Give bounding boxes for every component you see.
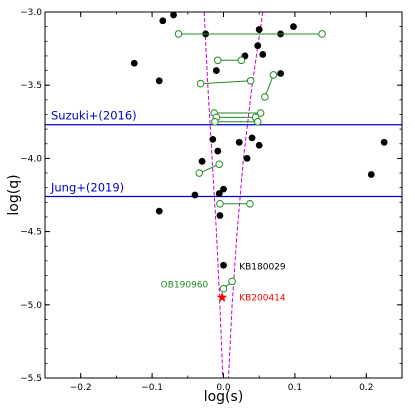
data-point bbox=[214, 147, 222, 155]
data-point bbox=[254, 42, 262, 50]
open-data-point bbox=[253, 118, 262, 126]
data-point bbox=[380, 138, 388, 146]
reference-line-label: Jung+(2019) bbox=[50, 180, 124, 194]
data-point bbox=[277, 70, 285, 77]
data-point bbox=[198, 157, 206, 165]
y-tick-label: −5.5 bbox=[20, 374, 42, 384]
data-point bbox=[255, 141, 263, 149]
open-data-point bbox=[261, 93, 269, 101]
plot-layer bbox=[45, 12, 402, 378]
open-data-point bbox=[318, 30, 326, 38]
annotation-layer: Suzuki+(2016) Jung+(2019) KB180029 OB190960… bbox=[50, 109, 286, 304]
reference-line-label: Suzuki+(2016) bbox=[51, 109, 137, 123]
data-point bbox=[155, 77, 163, 85]
data-point bbox=[259, 51, 267, 58]
open-data-point bbox=[213, 56, 222, 65]
open-data-point bbox=[195, 169, 204, 177]
degenerate-solution-link bbox=[264, 74, 274, 98]
data-point bbox=[130, 59, 138, 67]
open-data-point bbox=[211, 118, 219, 126]
degenerate-solution-link bbox=[200, 80, 251, 85]
x-tick-label: −0.1 bbox=[141, 383, 163, 393]
y-tick-label: −3.5 bbox=[20, 81, 42, 91]
y-tick-label: −4.0 bbox=[20, 154, 42, 164]
data-point bbox=[159, 17, 167, 25]
x-tick-label: 0.1 bbox=[288, 383, 302, 393]
open-data-point bbox=[174, 30, 183, 38]
data-point bbox=[290, 23, 297, 31]
open-data-point bbox=[228, 277, 236, 286]
open-data-point bbox=[237, 56, 246, 65]
star-marker bbox=[216, 292, 228, 302]
data-point bbox=[255, 26, 263, 33]
y-tick-label: −3.0 bbox=[20, 8, 42, 18]
data-point bbox=[209, 135, 217, 143]
data-point bbox=[367, 171, 375, 178]
y-tick-label: −5.0 bbox=[20, 301, 42, 311]
open-data-point bbox=[269, 71, 278, 79]
event-label: KB200414 bbox=[239, 293, 286, 303]
x-tick-label: 0.0 bbox=[216, 383, 231, 393]
open-data-point bbox=[215, 160, 224, 169]
data-point bbox=[215, 190, 223, 197]
envelope-left-curve bbox=[203, 12, 224, 378]
open-data-point bbox=[219, 284, 228, 293]
envelope-right-curve bbox=[228, 12, 264, 378]
open-data-point bbox=[246, 77, 255, 85]
data-point bbox=[212, 67, 220, 74]
event-label: KB180029 bbox=[239, 263, 286, 273]
open-data-point bbox=[216, 199, 224, 208]
data-point bbox=[220, 185, 227, 193]
y-axis-title: log(q) bbox=[6, 174, 22, 215]
open-data-point bbox=[256, 109, 265, 117]
data-point bbox=[191, 191, 199, 199]
y-tick-label: −4.5 bbox=[20, 228, 42, 238]
data-point bbox=[243, 155, 251, 162]
event-label: OB190960 bbox=[161, 280, 209, 290]
data-point bbox=[216, 212, 224, 219]
x-tick-label: −0.2 bbox=[70, 383, 92, 393]
data-point bbox=[170, 12, 177, 19]
x-tick-label: 0.2 bbox=[359, 383, 373, 393]
data-point bbox=[248, 134, 256, 142]
data-point bbox=[155, 207, 163, 215]
data-point bbox=[235, 138, 243, 146]
open-data-point bbox=[196, 79, 205, 88]
x-axis-title: log(s) bbox=[204, 389, 244, 405]
open-data-point bbox=[246, 199, 254, 208]
axis-layer: −0.2 −0.1 0.0 0.1 0.2 −5.5 −5.0 −4.5 −4.0 −3.5 −3.… bbox=[20, 8, 403, 393]
data-point bbox=[220, 261, 227, 269]
